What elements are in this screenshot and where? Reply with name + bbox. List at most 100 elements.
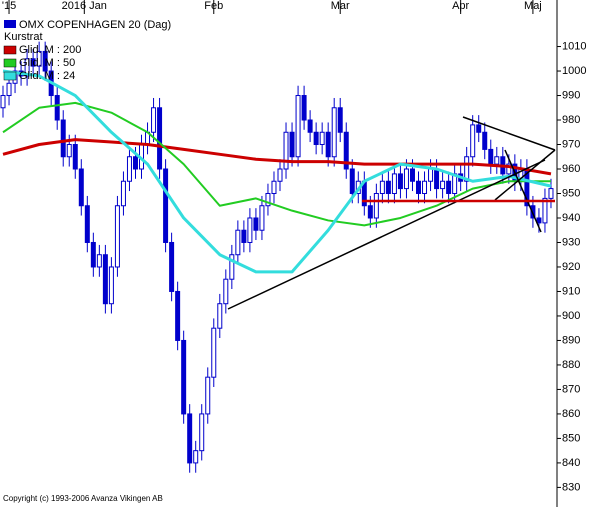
legend-label: Glid. M : 200 xyxy=(19,44,81,56)
candle-body xyxy=(229,254,235,280)
candle-body xyxy=(265,192,271,207)
candle-body xyxy=(301,95,307,121)
candle-body xyxy=(422,180,428,194)
candle-body xyxy=(181,339,187,415)
candle-body xyxy=(253,217,259,231)
candle-body xyxy=(205,376,211,415)
y-tick-label: 880 xyxy=(562,359,580,371)
legend: OMX COPENHAGEN 20 (Dag)Glid. M : 200Glid… xyxy=(3,19,171,82)
candle-body xyxy=(0,95,6,109)
candle-body xyxy=(126,156,132,182)
legend-swatch xyxy=(3,71,17,81)
candle-body xyxy=(72,144,78,170)
y-tick-label: 1010 xyxy=(562,40,586,52)
candle-body xyxy=(494,156,500,165)
candle-body xyxy=(78,168,84,207)
moving-average-line xyxy=(2,101,551,227)
legend-label: Glid. M : 50 xyxy=(19,57,75,69)
candle-body xyxy=(391,173,397,194)
x-tick-label: Mar xyxy=(331,0,350,12)
trend-line xyxy=(227,159,546,310)
plot-area xyxy=(0,41,554,473)
candle-body xyxy=(428,168,434,182)
y-tick-label: 980 xyxy=(562,114,580,126)
candle-body xyxy=(542,197,548,224)
x-tick-label: 2016 Jan xyxy=(62,0,107,12)
candle-body xyxy=(247,217,253,243)
candle-body xyxy=(337,107,343,133)
candle-body xyxy=(175,290,181,341)
candle-body xyxy=(187,413,193,464)
moving-average-line xyxy=(2,138,552,176)
candle-body xyxy=(349,168,355,194)
x-tick-label: Maj xyxy=(524,0,542,12)
candle-body xyxy=(193,450,199,464)
candle-body xyxy=(343,131,349,170)
candle-body xyxy=(283,131,289,170)
x-tick-label: Feb xyxy=(204,0,223,12)
candle-body xyxy=(6,82,12,97)
y-tick-label: 870 xyxy=(562,383,580,395)
candle-body xyxy=(307,119,313,133)
trend-line xyxy=(462,116,556,151)
candle-body xyxy=(325,131,331,158)
candle-body xyxy=(440,180,446,190)
candle-body xyxy=(482,131,488,150)
moving-average-line xyxy=(2,69,552,274)
candle-body xyxy=(132,156,138,170)
candle-body xyxy=(120,180,126,207)
y-tick-label: 830 xyxy=(562,481,580,493)
y-tick-label: 1000 xyxy=(562,65,586,77)
candle-body xyxy=(259,205,265,231)
candle-body xyxy=(84,205,90,243)
y-tick-label: 940 xyxy=(562,212,580,224)
trend-line xyxy=(494,149,556,201)
candle-body xyxy=(90,241,96,268)
candle-body xyxy=(409,168,415,182)
candle-body xyxy=(446,180,452,194)
legend-swatch xyxy=(4,20,16,28)
candle-body xyxy=(235,229,241,256)
x-tick-label: Apr xyxy=(452,0,469,12)
candle-body xyxy=(548,188,554,199)
candle-body xyxy=(385,180,391,194)
candle-body xyxy=(151,107,157,133)
candle-body xyxy=(241,229,247,243)
candle-body xyxy=(30,58,36,67)
y-tick-label: 840 xyxy=(562,457,580,469)
candle-body xyxy=(470,124,476,158)
candle-body xyxy=(66,144,72,158)
candle-body xyxy=(199,413,205,452)
y-tick-label: 930 xyxy=(562,236,580,248)
legend-label: Glid. M : 24 xyxy=(19,70,75,82)
trend-line xyxy=(504,149,542,233)
y-tick-label: 960 xyxy=(562,163,580,175)
y-tick-label: 860 xyxy=(562,408,580,420)
candle-body xyxy=(54,95,60,121)
candle-body xyxy=(379,180,385,194)
candle-body xyxy=(397,173,403,190)
candle-body xyxy=(24,58,30,77)
legend-label: OMX COPENHAGEN 20 (Dag) xyxy=(19,19,171,31)
candle-body xyxy=(102,254,108,305)
candle-body xyxy=(289,131,295,158)
candle-body xyxy=(277,168,283,182)
candle-body xyxy=(217,303,223,329)
candle-body xyxy=(42,50,48,72)
candle-body xyxy=(60,119,66,158)
candle-body xyxy=(108,266,114,305)
y-tick-label: 910 xyxy=(562,285,580,297)
candle-body xyxy=(464,156,470,182)
candle-body xyxy=(331,107,337,158)
y-tick-label: 920 xyxy=(562,261,580,273)
y-tick-label: 850 xyxy=(562,432,580,444)
candle-body xyxy=(211,327,217,378)
candle-body xyxy=(295,95,301,158)
candle-body xyxy=(223,278,229,305)
candle-body xyxy=(536,217,542,224)
candle-body xyxy=(313,131,319,146)
candle-body xyxy=(157,107,163,170)
y-tick-label: 990 xyxy=(562,89,580,101)
